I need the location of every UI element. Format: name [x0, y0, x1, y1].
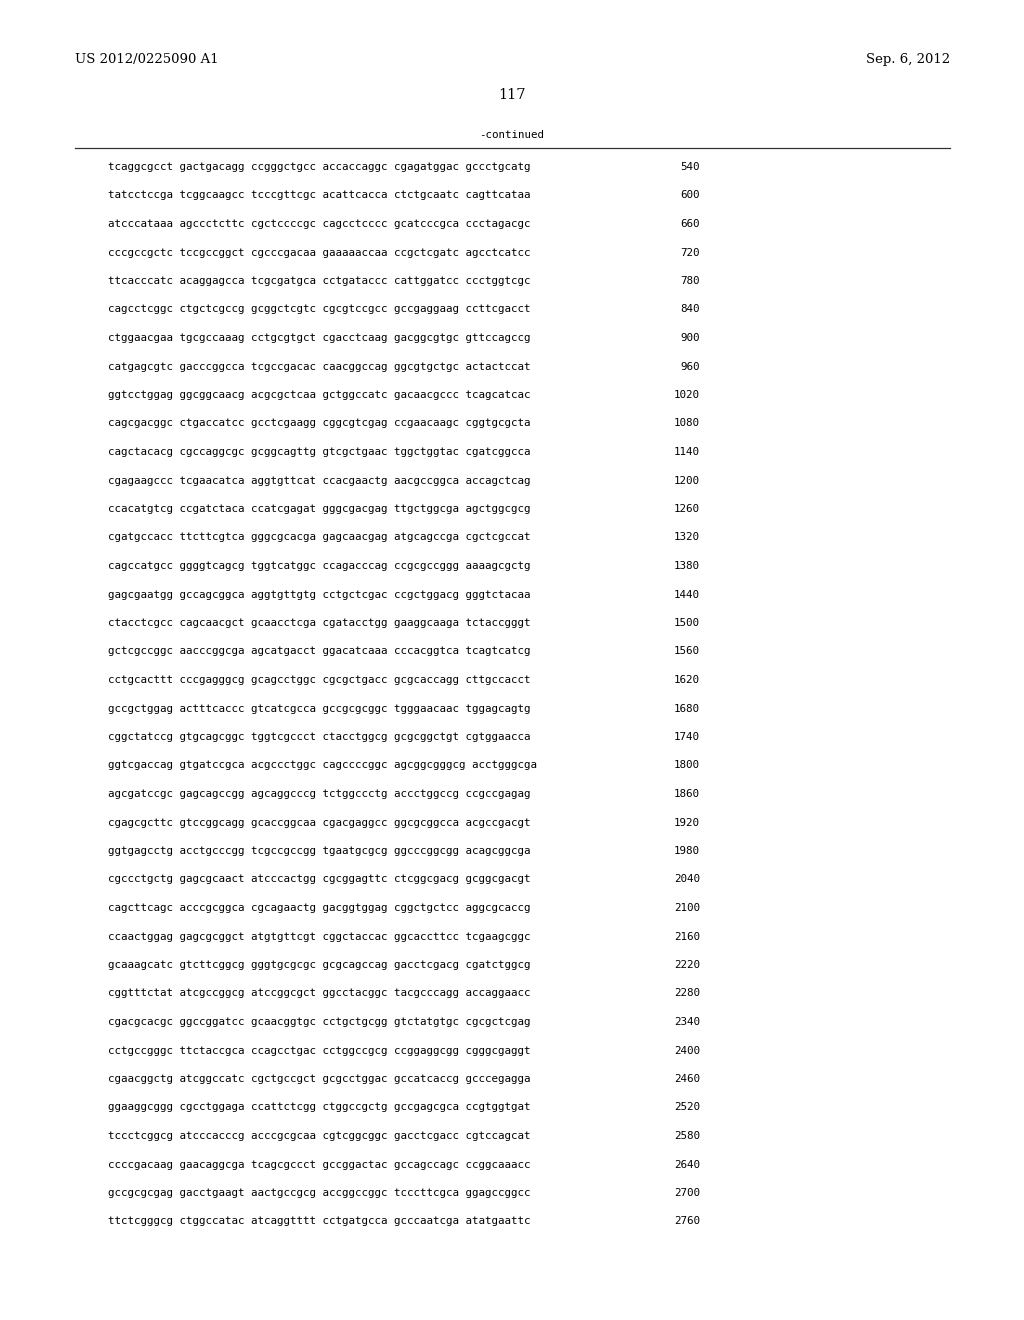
Text: 1560: 1560 [674, 647, 700, 656]
Text: cgagaagccc tcgaacatca aggtgttcat ccacgaactg aacgccggca accagctcag: cgagaagccc tcgaacatca aggtgttcat ccacgaa… [108, 475, 530, 486]
Text: 1260: 1260 [674, 504, 700, 513]
Text: ctacctcgcc cagcaacgct gcaacctcga cgatacctgg gaaggcaaga tctaccgggt: ctacctcgcc cagcaacgct gcaacctcga cgatacc… [108, 618, 530, 628]
Text: cgatgccacc ttcttcgtca gggcgcacga gagcaacgag atgcagccga cgctcgccat: cgatgccacc ttcttcgtca gggcgcacga gagcaac… [108, 532, 530, 543]
Text: ttcacccatc acaggagcca tcgcgatgca cctgataccc cattggatcc ccctggtcgc: ttcacccatc acaggagcca tcgcgatgca cctgata… [108, 276, 530, 286]
Text: 1020: 1020 [674, 389, 700, 400]
Text: gcaaagcatc gtcttcggcg gggtgcgcgc gcgcagccag gacctcgacg cgatctggcg: gcaaagcatc gtcttcggcg gggtgcgcgc gcgcagc… [108, 960, 530, 970]
Text: US 2012/0225090 A1: US 2012/0225090 A1 [75, 54, 219, 66]
Text: 1080: 1080 [674, 418, 700, 429]
Text: ccacatgtcg ccgatctaca ccatcgagat gggcgacgag ttgctggcga agctggcgcg: ccacatgtcg ccgatctaca ccatcgagat gggcgac… [108, 504, 530, 513]
Text: cgaacggctg atcggccatc cgctgccgct gcgcctggac gccatcaccg gcccegagga: cgaacggctg atcggccatc cgctgccgct gcgcctg… [108, 1074, 530, 1084]
Text: 660: 660 [681, 219, 700, 228]
Text: cccgccgctc tccgccggct cgcccgacaa gaaaaaccaa ccgctcgatc agcctcatcc: cccgccgctc tccgccggct cgcccgacaa gaaaaac… [108, 248, 530, 257]
Text: 1440: 1440 [674, 590, 700, 599]
Text: 1740: 1740 [674, 733, 700, 742]
Text: 1200: 1200 [674, 475, 700, 486]
Text: ctggaacgaa tgcgccaaag cctgcgtgct cgacctcaag gacggcgtgc gttccagccg: ctggaacgaa tgcgccaaag cctgcgtgct cgacctc… [108, 333, 530, 343]
Text: 1680: 1680 [674, 704, 700, 714]
Text: gctcgccggc aacccggcga agcatgacct ggacatcaaa cccacggtca tcagtcatcg: gctcgccggc aacccggcga agcatgacct ggacatc… [108, 647, 530, 656]
Text: 2760: 2760 [674, 1217, 700, 1226]
Text: ccaactggag gagcgcggct atgtgttcgt cggctaccac ggcaccttcc tcgaagcggc: ccaactggag gagcgcggct atgtgttcgt cggctac… [108, 932, 530, 941]
Text: 1980: 1980 [674, 846, 700, 855]
Text: 2580: 2580 [674, 1131, 700, 1140]
Text: 1500: 1500 [674, 618, 700, 628]
Text: 1860: 1860 [674, 789, 700, 799]
Text: 2160: 2160 [674, 932, 700, 941]
Text: cctgccgggc ttctaccgca ccagcctgac cctggccgcg ccggaggcgg cgggcgaggt: cctgccgggc ttctaccgca ccagcctgac cctggcc… [108, 1045, 530, 1056]
Text: 2640: 2640 [674, 1159, 700, 1170]
Text: 2220: 2220 [674, 960, 700, 970]
Text: cgccctgctg gagcgcaact atcccactgg cgcggagttc ctcggcgacg gcggcgacgt: cgccctgctg gagcgcaact atcccactgg cgcggag… [108, 874, 530, 884]
Text: catgagcgtc gacccggcca tcgccgacac caacggccag ggcgtgctgc actactccat: catgagcgtc gacccggcca tcgccgacac caacggc… [108, 362, 530, 371]
Text: tcaggcgcct gactgacagg ccgggctgcc accaccaggc cgagatggac gccctgcatg: tcaggcgcct gactgacagg ccgggctgcc accacca… [108, 162, 530, 172]
Text: ggtcgaccag gtgatccgca acgccctggc cagccccggc agcggcgggcg acctgggcga: ggtcgaccag gtgatccgca acgccctggc cagcccc… [108, 760, 537, 771]
Text: 2520: 2520 [674, 1102, 700, 1113]
Text: 117: 117 [499, 88, 525, 102]
Text: 1320: 1320 [674, 532, 700, 543]
Text: 2040: 2040 [674, 874, 700, 884]
Text: 1380: 1380 [674, 561, 700, 572]
Text: gccgcgcgag gacctgaagt aactgccgcg accggccggc tcccttcgca ggagccggcc: gccgcgcgag gacctgaagt aactgccgcg accggcc… [108, 1188, 530, 1199]
Text: cagcctcggc ctgctcgccg gcggctcgtc cgcgtccgcc gccgaggaag ccttcgacct: cagcctcggc ctgctcgccg gcggctcgtc cgcgtcc… [108, 305, 530, 314]
Text: 960: 960 [681, 362, 700, 371]
Text: 900: 900 [681, 333, 700, 343]
Text: 2100: 2100 [674, 903, 700, 913]
Text: ggaaggcggg cgcctggaga ccattctcgg ctggccgctg gccgagcgca ccgtggtgat: ggaaggcggg cgcctggaga ccattctcgg ctggccg… [108, 1102, 530, 1113]
Text: 2280: 2280 [674, 989, 700, 998]
Text: tccctcggcg atcccacccg acccgcgcaa cgtcggcggc gacctcgacc cgtccagcat: tccctcggcg atcccacccg acccgcgcaa cgtcggc… [108, 1131, 530, 1140]
Text: ttctcgggcg ctggccatac atcaggtttt cctgatgcca gcccaatcga atatgaattc: ttctcgggcg ctggccatac atcaggtttt cctgatg… [108, 1217, 530, 1226]
Text: 540: 540 [681, 162, 700, 172]
Text: 720: 720 [681, 248, 700, 257]
Text: 1920: 1920 [674, 817, 700, 828]
Text: cagcttcagc acccgcggca cgcagaactg gacggtggag cggctgctcc aggcgcaccg: cagcttcagc acccgcggca cgcagaactg gacggtg… [108, 903, 530, 913]
Text: cggctatccg gtgcagcggc tggtcgccct ctacctggcg gcgcggctgt cgtggaacca: cggctatccg gtgcagcggc tggtcgccct ctacctg… [108, 733, 530, 742]
Text: ggtgagcctg acctgcccgg tcgccgccgg tgaatgcgcg ggcccggcgg acagcggcga: ggtgagcctg acctgcccgg tcgccgccgg tgaatgc… [108, 846, 530, 855]
Text: gccgctggag actttcaccc gtcatcgcca gccgcgcggc tgggaacaac tggagcagtg: gccgctggag actttcaccc gtcatcgcca gccgcgc… [108, 704, 530, 714]
Text: 780: 780 [681, 276, 700, 286]
Text: ccccgacaag gaacaggcga tcagcgccct gccggactac gccagccagc ccggcaaacc: ccccgacaag gaacaggcga tcagcgccct gccggac… [108, 1159, 530, 1170]
Text: Sep. 6, 2012: Sep. 6, 2012 [866, 54, 950, 66]
Text: cagcgacggc ctgaccatcc gcctcgaagg cggcgtcgag ccgaacaagc cggtgcgcta: cagcgacggc ctgaccatcc gcctcgaagg cggcgtc… [108, 418, 530, 429]
Text: -continued: -continued [479, 129, 545, 140]
Text: 840: 840 [681, 305, 700, 314]
Text: 1620: 1620 [674, 675, 700, 685]
Text: 2340: 2340 [674, 1016, 700, 1027]
Text: 2700: 2700 [674, 1188, 700, 1199]
Text: tatcctccga tcggcaagcc tcccgttcgc acattcacca ctctgcaatc cagttcataa: tatcctccga tcggcaagcc tcccgttcgc acattca… [108, 190, 530, 201]
Text: atcccataaa agccctcttc cgctccccgc cagcctcccc gcatcccgca ccctagacgc: atcccataaa agccctcttc cgctccccgc cagcctc… [108, 219, 530, 228]
Text: cagctacacg cgccaggcgc gcggcagttg gtcgctgaac tggctggtac cgatcggcca: cagctacacg cgccaggcgc gcggcagttg gtcgctg… [108, 447, 530, 457]
Text: cagccatgcc ggggtcagcg tggtcatggc ccagacccag ccgcgccggg aaaagcgctg: cagccatgcc ggggtcagcg tggtcatggc ccagacc… [108, 561, 530, 572]
Text: 1140: 1140 [674, 447, 700, 457]
Text: 600: 600 [681, 190, 700, 201]
Text: 2460: 2460 [674, 1074, 700, 1084]
Text: cgagcgcttc gtccggcagg gcaccggcaa cgacgaggcc ggcgcggcca acgccgacgt: cgagcgcttc gtccggcagg gcaccggcaa cgacgag… [108, 817, 530, 828]
Text: cgacgcacgc ggccggatcc gcaacggtgc cctgctgcgg gtctatgtgc cgcgctcgag: cgacgcacgc ggccggatcc gcaacggtgc cctgctg… [108, 1016, 530, 1027]
Text: cctgcacttt cccgagggcg gcagcctggc cgcgctgacc gcgcaccagg cttgccacct: cctgcacttt cccgagggcg gcagcctggc cgcgctg… [108, 675, 530, 685]
Text: ggtcctggag ggcggcaacg acgcgctcaa gctggccatc gacaacgccc tcagcatcac: ggtcctggag ggcggcaacg acgcgctcaa gctggcc… [108, 389, 530, 400]
Text: cggtttctat atcgccggcg atccggcgct ggcctacggc tacgcccagg accaggaacc: cggtttctat atcgccggcg atccggcgct ggcctac… [108, 989, 530, 998]
Text: gagcgaatgg gccagcggca aggtgttgtg cctgctcgac ccgctggacg gggtctacaa: gagcgaatgg gccagcggca aggtgttgtg cctgctc… [108, 590, 530, 599]
Text: 2400: 2400 [674, 1045, 700, 1056]
Text: agcgatccgc gagcagccgg agcaggcccg tctggccctg accctggccg ccgccgagag: agcgatccgc gagcagccgg agcaggcccg tctggcc… [108, 789, 530, 799]
Text: 1800: 1800 [674, 760, 700, 771]
